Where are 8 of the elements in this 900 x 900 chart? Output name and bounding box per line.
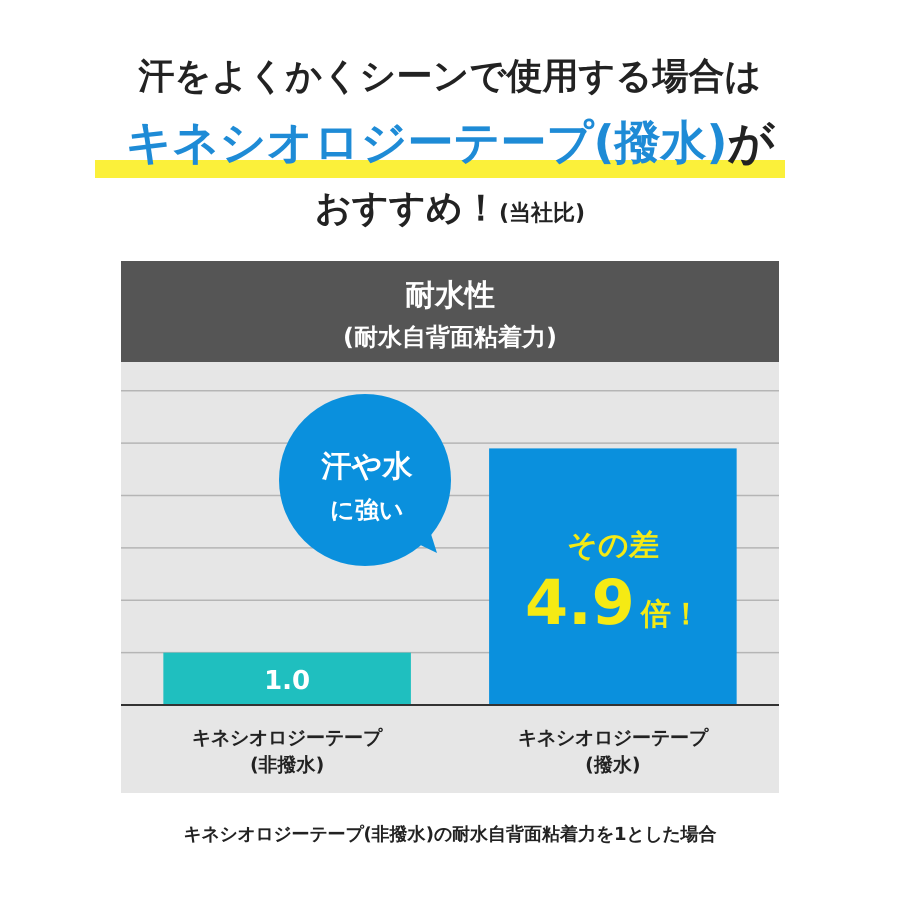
text: キネシオロジーテープ(非撥水)の耐水自背面粘着力を1とした場合 xyxy=(184,824,716,845)
annotation: 汗や水に強い xyxy=(320,449,414,524)
x-tick-label: キネシオロジーテープ (撥水) xyxy=(518,727,709,776)
annotation: その差 xyxy=(566,528,659,563)
data-label: 1.0 xyxy=(264,666,310,696)
chart-subtitle: 耐水性 (耐水自背面粘着力) xyxy=(343,278,557,351)
x-tick-label: キネシオロジーテープ (非撥水) xyxy=(192,727,384,776)
chart-title: 汗をよくかくシーンで使用する場合はキネシオロジーテープ(撥水)がおすすめ！(当社比) xyxy=(125,56,775,229)
